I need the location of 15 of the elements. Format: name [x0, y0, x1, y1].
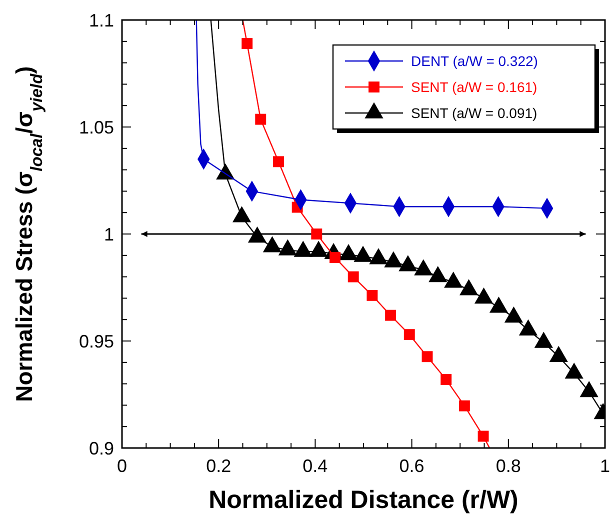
y-tick-label: 1.1 [88, 10, 114, 30]
y-tick-label: 0.95 [78, 331, 114, 352]
x-tick-label: 0 [116, 456, 128, 476]
y-tick-label: 1.05 [78, 117, 114, 138]
y-tick-label: 0.9 [88, 438, 114, 458]
legend-label: DENT (a/W = 0.322) [411, 52, 538, 69]
x-tick-label: 0.8 [496, 456, 521, 476]
legend-label: SENT (a/W = 0.091) [411, 104, 538, 121]
x-tick-label: 0.6 [399, 456, 424, 476]
x-tick-label: 0.2 [206, 456, 232, 476]
y-tick-label: 1 [104, 224, 114, 244]
x-tick-label: 0.4 [302, 456, 328, 476]
x-tick-label: 1 [600, 456, 610, 476]
legend-label: SENT (a/W = 0.161) [411, 78, 538, 95]
x-axis-title: Normalized Distance (r/W) [208, 486, 518, 514]
